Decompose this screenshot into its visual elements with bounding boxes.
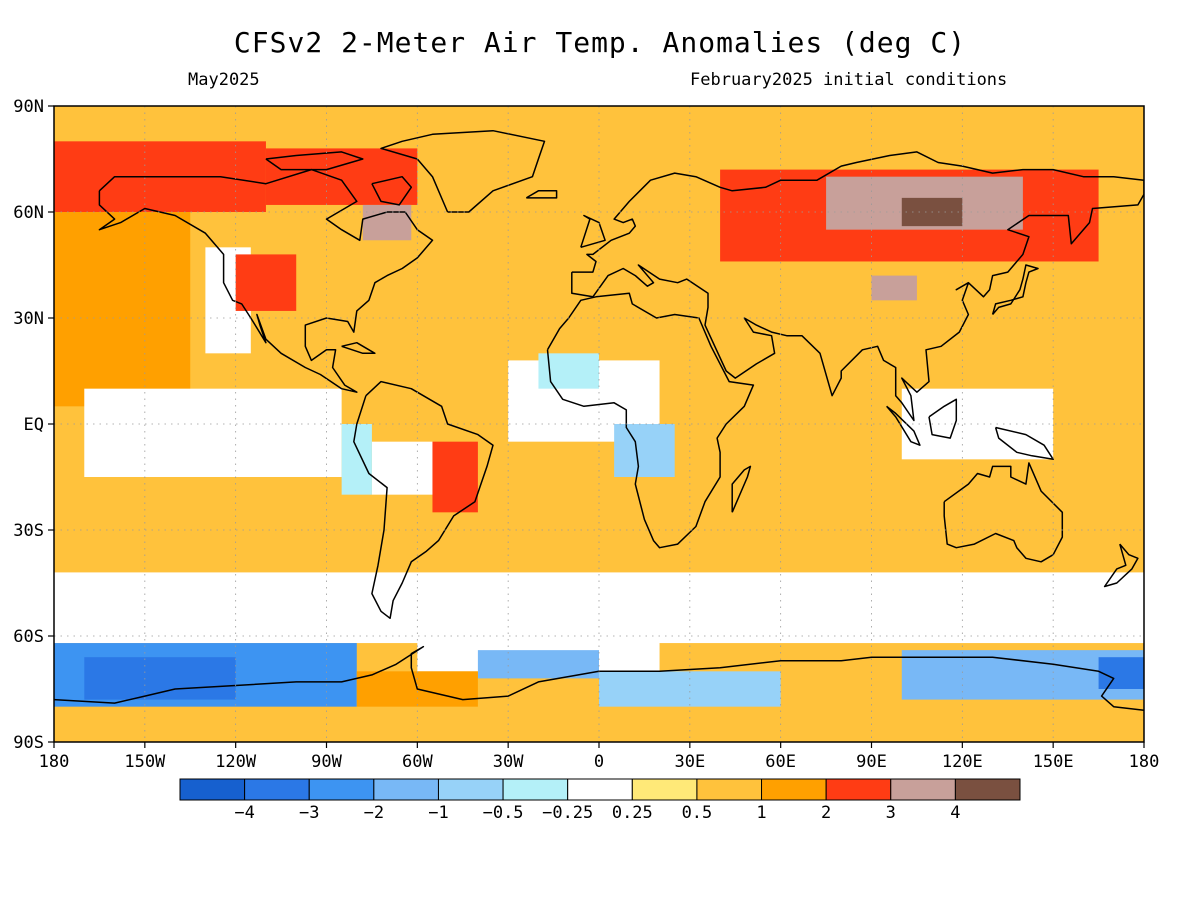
coastline-13 <box>731 465 752 513</box>
anomaly-region-3 <box>84 388 342 477</box>
colorbar-swatch <box>179 778 246 801</box>
colorbar-label: 4 <box>950 803 960 823</box>
map-plot-area <box>54 106 1144 742</box>
colorbar-label: −2 <box>364 803 384 823</box>
anomaly-region-18 <box>341 424 372 495</box>
x-tick-label: 90E <box>856 752 887 772</box>
colorbar-label: 0.5 <box>682 803 713 823</box>
coastline-0 <box>98 168 434 393</box>
colorbar-swatch <box>502 778 569 801</box>
anomaly-region-29 <box>1098 657 1144 689</box>
anomaly-region-21 <box>932 477 1054 530</box>
x-tick-label: 30E <box>674 752 705 772</box>
y-tick-label: EQ <box>24 415 44 435</box>
coastline-11 <box>928 398 958 439</box>
anomaly-region-7 <box>265 148 418 205</box>
colorbar-swatch <box>373 778 439 801</box>
y-tick-label: 90N <box>13 97 44 117</box>
x-tick-label: 150E <box>1033 752 1074 772</box>
x-tick-label: 180 <box>39 752 70 772</box>
map-title: CFSv2 2-Meter Air Temp. Anomalies (deg C… <box>233 26 967 59</box>
colorbar-label: 3 <box>886 803 896 823</box>
coastline-16 <box>265 151 364 171</box>
x-tick-label: 30W <box>493 752 524 772</box>
y-tick-label: 30S <box>13 521 44 541</box>
colorbar-label: 2 <box>821 803 831 823</box>
y-tick-label: 90S <box>13 733 44 753</box>
x-tick-label: 180 <box>1129 752 1160 772</box>
coastline-10 <box>886 405 921 446</box>
anomaly-region-17 <box>371 441 433 495</box>
coastlines <box>54 129 1144 711</box>
coastline-7 <box>580 214 606 249</box>
colorbar-swatch <box>954 778 1021 801</box>
colorbar: −4 −3 −2 −1 −0.5 −0.25 0.25 0.5 1 2 3 4 <box>179 778 1021 823</box>
x-tick-label: 0 <box>594 752 604 772</box>
x-tick-label: 60E <box>765 752 796 772</box>
x-tick-label: 90W <box>311 752 342 772</box>
colorbar-swatch <box>696 778 763 801</box>
colorbar-label: −3 <box>299 803 319 823</box>
anomaly-region-19 <box>432 441 478 513</box>
coastline-1 <box>353 380 494 620</box>
colorbar-swatch <box>761 778 827 801</box>
coastline-14 <box>1103 543 1139 588</box>
coastline-9 <box>991 264 1039 315</box>
colorbar-label: −4 <box>234 803 254 823</box>
anomaly-region-8 <box>362 204 412 241</box>
coastline-17 <box>371 175 413 206</box>
y-tick-label: 60S <box>13 627 44 647</box>
colorbar-swatch <box>308 778 375 801</box>
x-tick-label: 150W <box>124 752 166 772</box>
colorbar-label: 1 <box>756 803 766 823</box>
x-tick-label: 120W <box>215 752 257 772</box>
colorbar-label: −0.5 <box>483 803 524 823</box>
coastline-6 <box>54 645 1144 711</box>
colorbar-swatch <box>631 778 698 801</box>
colorbar-swatch <box>437 778 504 801</box>
coastline-4 <box>943 462 1064 563</box>
anomaly-region-13 <box>871 275 917 301</box>
anomaly-region-15 <box>614 424 675 477</box>
colorbar-label: 0.25 <box>612 803 653 823</box>
anomaly-region-1 <box>54 212 191 407</box>
y-tick-label: 30N <box>13 309 44 329</box>
coastline-3 <box>571 151 1144 422</box>
colorbar-label: −0.25 <box>542 803 593 823</box>
y-tick-label: 60N <box>13 203 44 223</box>
latitude-axis: 90N 60N 30N EQ 30S 60S 90S <box>13 97 54 753</box>
anomaly-region-5 <box>235 254 297 311</box>
coastline-15 <box>341 341 376 355</box>
colorbar-swatch <box>244 778 310 801</box>
colorbar-swatch <box>825 778 892 801</box>
anomaly-region-16 <box>538 353 599 389</box>
valid-month-label: May2025 <box>188 70 260 90</box>
x-tick-label: 60W <box>402 752 433 772</box>
anomaly-region-9 <box>462 134 736 177</box>
anomaly-region-26 <box>477 650 599 679</box>
longitude-axis: 180 150W 120W 90W 60W 30W 0 30E 60E 90E 120E 150E 18… <box>39 742 1160 772</box>
colorbar-label: −1 <box>428 803 448 823</box>
colorbar-swatch <box>890 778 956 801</box>
x-tick-label: 120E <box>942 752 983 772</box>
colorbar-swatch <box>567 778 633 801</box>
coastline-2 <box>546 292 755 549</box>
coastline-8 <box>525 190 558 199</box>
coastline-12 <box>994 426 1054 461</box>
anomaly-region-27 <box>599 671 781 707</box>
init-conditions-label: February2025 initial conditions <box>690 70 1008 90</box>
